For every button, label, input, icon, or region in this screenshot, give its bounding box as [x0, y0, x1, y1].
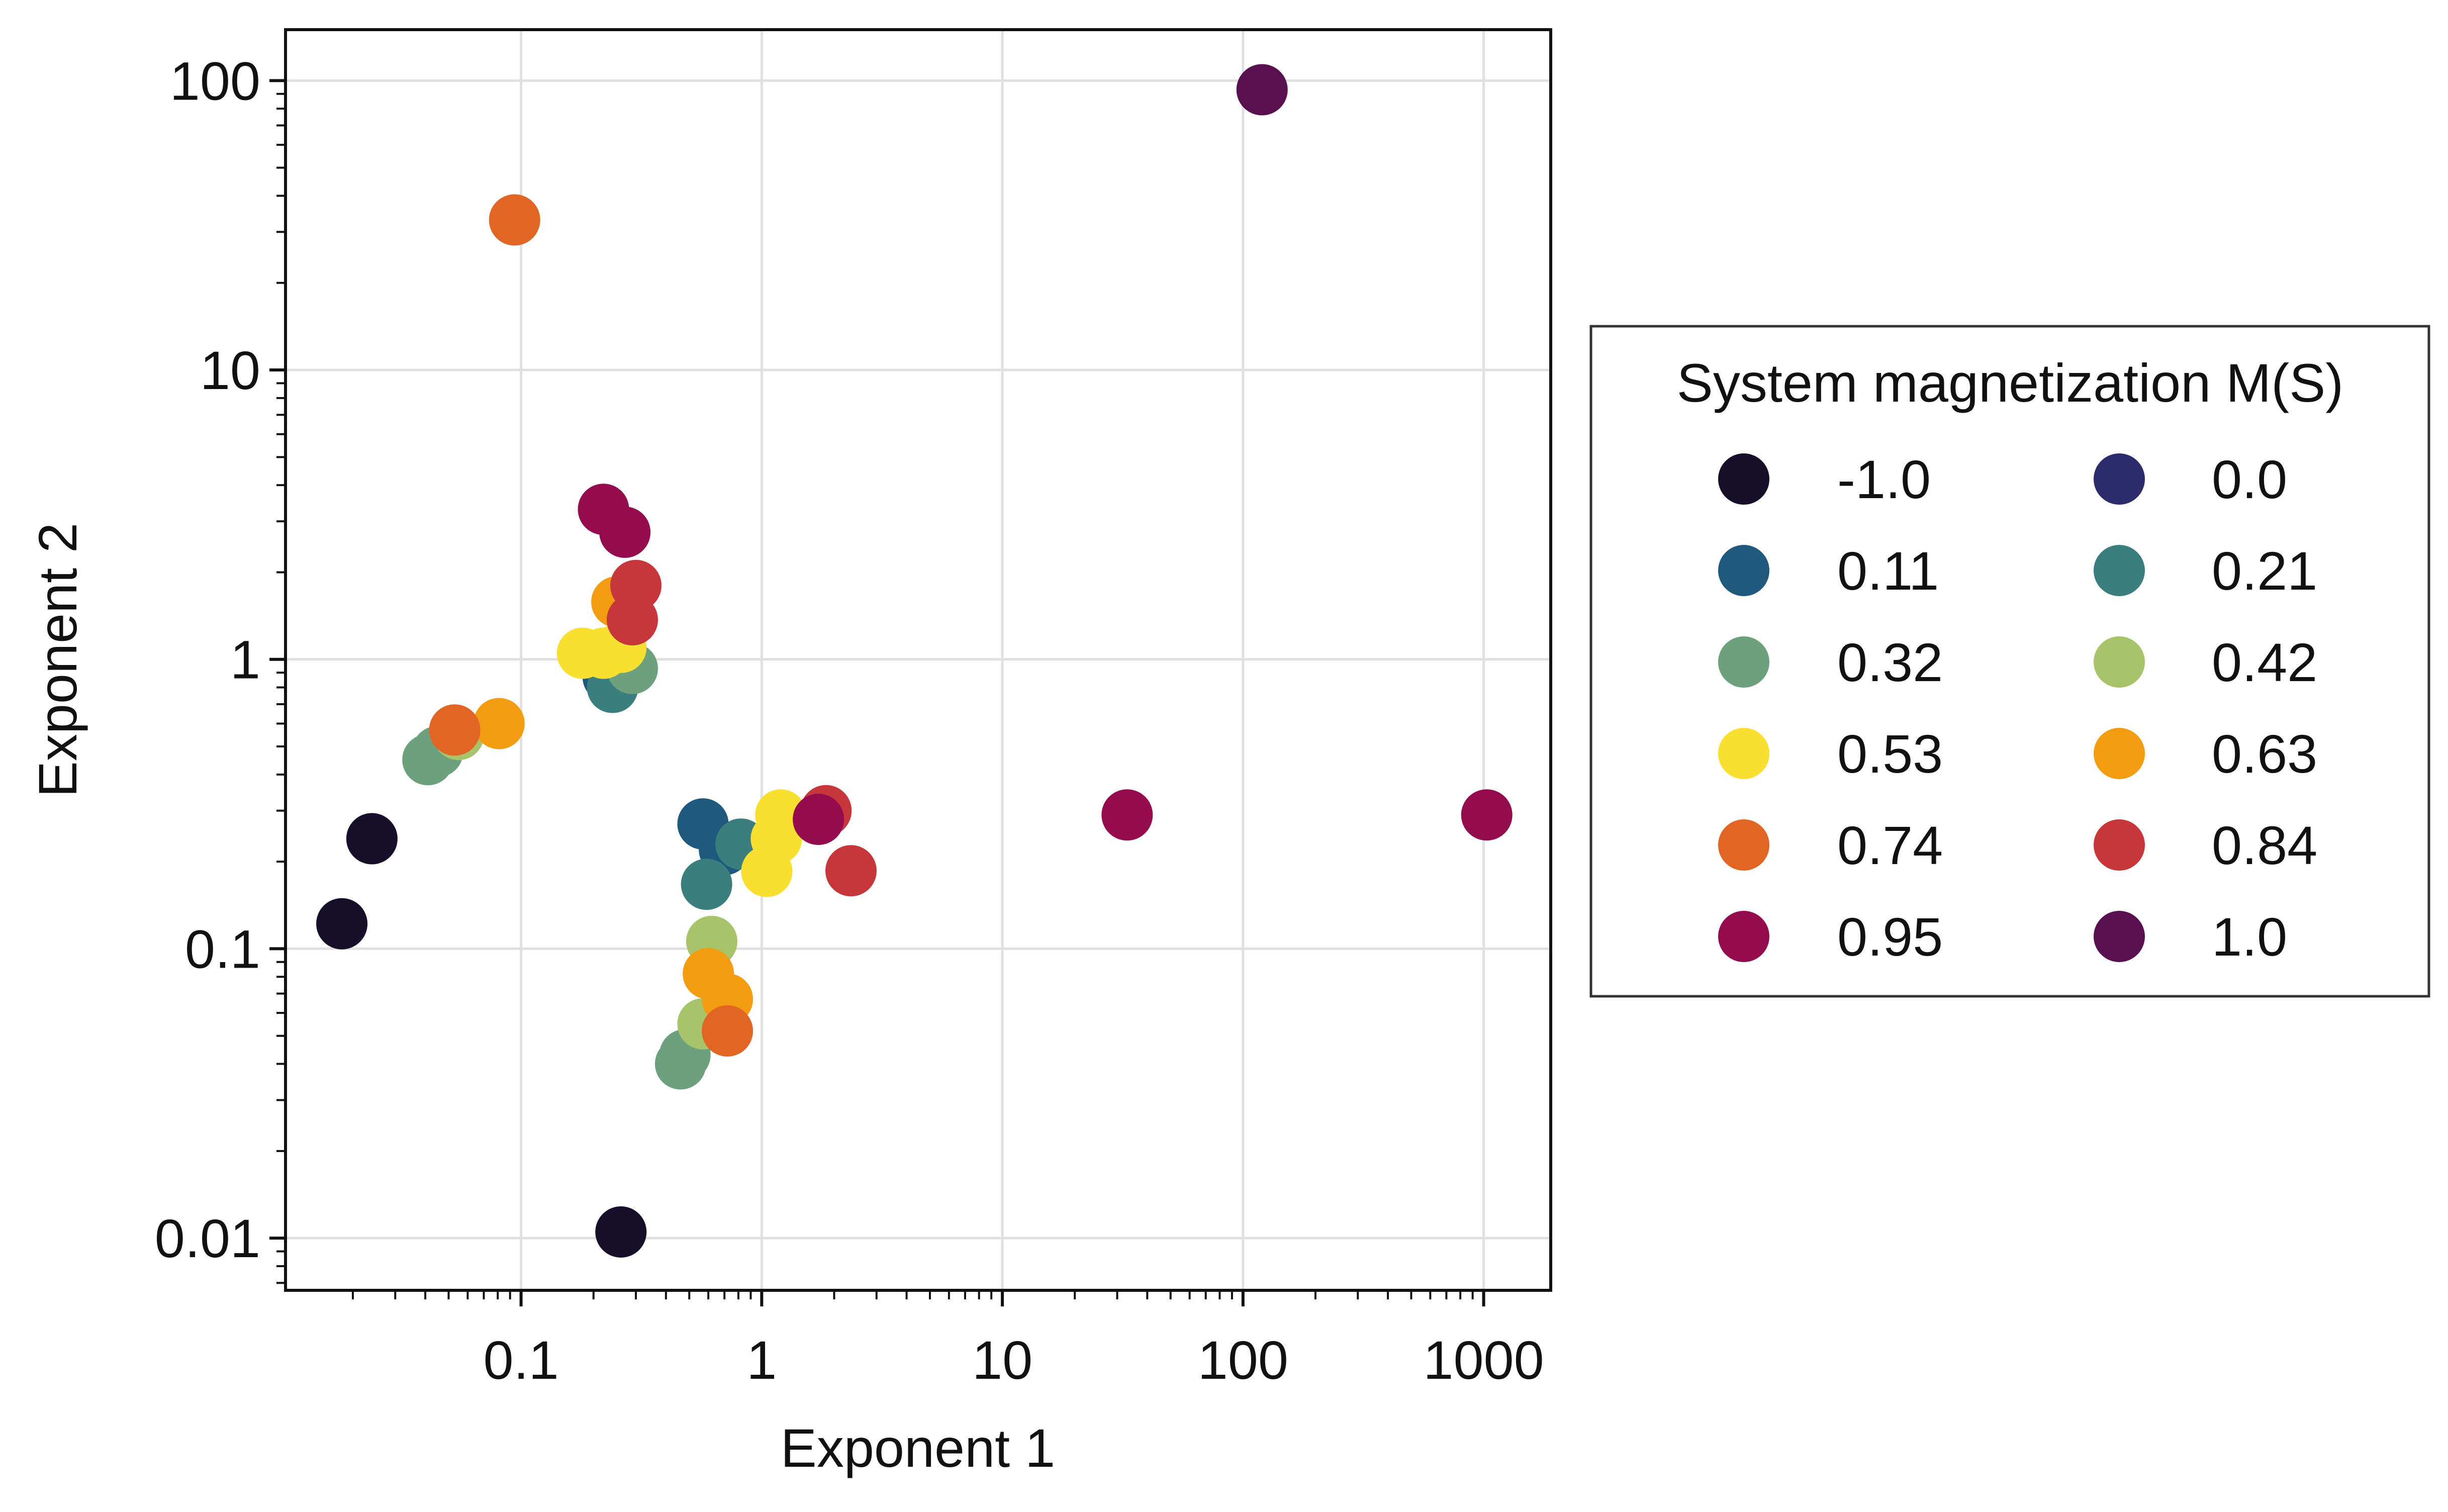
data-point	[346, 813, 398, 865]
data-point	[793, 794, 844, 845]
legend: System magnetization M(S) -1.0 0.0 0.11 0.2…	[1589, 325, 2430, 998]
y-axis-label: Exponent 2	[27, 523, 88, 797]
legend-label: 0.42	[2212, 632, 2317, 693]
data-point	[595, 1206, 647, 1258]
legend-marker	[1718, 545, 1769, 596]
legend-entries: -1.0 0.0 0.11 0.21 0.32 0.42 0.53 0.63 0.74 0.84 0…	[1718, 449, 2317, 967]
data-point	[599, 506, 651, 558]
x-tick-label: 0.1	[484, 1330, 559, 1390]
data-point	[1236, 64, 1288, 116]
legend-marker	[2094, 545, 2145, 596]
axis-ticks: 0.1 1 10 100 1000 0.01 0.1 1 10 100	[155, 50, 1544, 1390]
legend-title: System magnetization M(S)	[1677, 352, 2343, 413]
legend-marker	[2094, 911, 2145, 962]
x-tick-label: 100	[1198, 1330, 1288, 1390]
data-point	[1101, 789, 1153, 841]
x-tick-label: 1	[746, 1330, 777, 1390]
legend-marker	[1718, 453, 1769, 505]
y-tick-label: 0.01	[155, 1208, 260, 1269]
data-point	[473, 698, 525, 749]
legend-label: 0.74	[1837, 815, 1943, 876]
y-tick-label: 100	[170, 50, 260, 111]
legend-label: 0.63	[2212, 723, 2317, 784]
legend-label: -1.0	[1837, 449, 1931, 510]
data-point	[702, 1005, 754, 1057]
data-point	[681, 859, 732, 910]
legend-marker	[2094, 453, 2145, 505]
data-points	[316, 64, 1513, 1258]
legend-label: 0.0	[2212, 449, 2287, 510]
legend-label: 0.53	[1837, 723, 1943, 784]
legend-marker	[2094, 728, 2145, 779]
grid	[286, 30, 1551, 1290]
y-tick-label: 10	[200, 340, 260, 401]
legend-label: 0.84	[2212, 815, 2317, 876]
y-tick-label: 0.1	[185, 918, 260, 979]
legend-marker	[1718, 911, 1769, 962]
data-point	[489, 194, 540, 246]
x-tick-label: 1000	[1423, 1330, 1544, 1390]
legend-marker	[1718, 728, 1769, 779]
data-point	[316, 898, 368, 950]
legend-label: 0.95	[1837, 906, 1943, 967]
legend-label: 0.11	[1837, 540, 1939, 601]
legend-marker	[2094, 819, 2145, 871]
data-point	[741, 845, 793, 897]
data-point	[1461, 789, 1513, 841]
legend-marker	[2094, 636, 2145, 688]
data-point	[825, 845, 877, 897]
legend-marker	[1718, 819, 1769, 871]
legend-marker	[1718, 636, 1769, 688]
legend-label: 0.21	[2212, 540, 2317, 601]
data-point	[429, 704, 481, 756]
y-tick-label: 1	[230, 629, 260, 690]
legend-label: 1.0	[2212, 906, 2287, 967]
x-tick-label: 10	[972, 1330, 1032, 1390]
x-axis-label: Exponent 1	[781, 1418, 1055, 1478]
data-point	[606, 594, 658, 646]
legend-label: 0.32	[1837, 632, 1943, 693]
